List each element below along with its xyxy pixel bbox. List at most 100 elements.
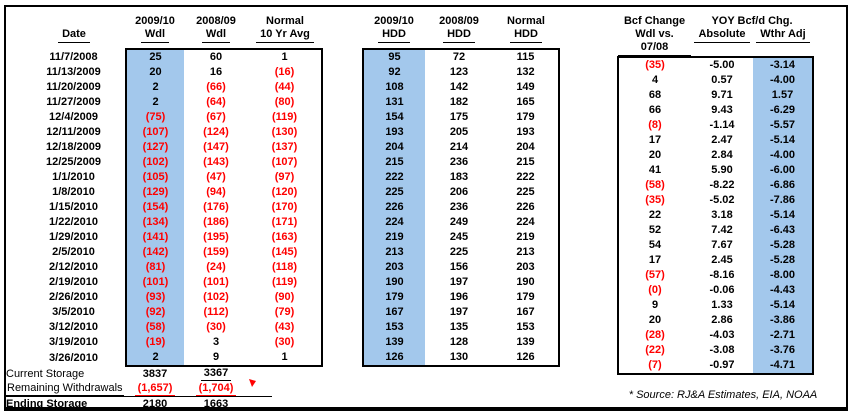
column-header-hdd-0910: HDD: [363, 28, 425, 49]
table-row: 108 142 149: [362, 80, 560, 95]
yoy-wthr-adj-cell: -5.14: [753, 298, 814, 313]
table-row: 12/18/2009 (127) (147) (137): [22, 140, 323, 155]
wdl-0910-cell: (129): [125, 185, 184, 200]
yoy-wthr-adj-cell: -5.14: [753, 133, 814, 148]
bcf-change-cell: 20: [617, 148, 691, 163]
table-row: (8) -1.14 -5.57: [617, 118, 814, 133]
wdl-0809-cell: (64): [206, 96, 226, 108]
yoy-wthr-adj-cell: -3.86: [753, 313, 814, 328]
column-header-wdl-vs-0708: Wdl vs. 07/08: [618, 28, 691, 57]
hdd-normal-cell: 224: [493, 215, 560, 230]
row-label: Ending Storage: [6, 398, 88, 410]
bcf-change-cell: (22): [617, 343, 691, 358]
yoy-wthr-adj-cell: -6.29: [753, 103, 814, 118]
wdl-0809-cell: (176): [203, 201, 229, 213]
date-cell: 11/20/2009: [46, 81, 101, 93]
bcf-change-cell: (28): [617, 328, 691, 343]
wdl-0809-cell: (186): [203, 216, 229, 228]
table-row: 2/5/2010 (142) (159) (145): [22, 245, 323, 260]
yoy-absolute-cell: 7.67: [711, 239, 733, 251]
wdl-normal-cell: (130): [248, 125, 323, 140]
hdd-0809-cell: 245: [449, 231, 469, 243]
yoy-absolute-cell: 2.86: [711, 314, 733, 326]
bcf-change-cell: 22: [617, 208, 691, 223]
column-header: Normal: [493, 12, 559, 28]
report-frame: [4, 5, 848, 411]
hdd-normal-cell: 149: [493, 80, 560, 95]
remaining-withdrawals-0910: (1,657): [126, 381, 184, 397]
table-row: 66 9.43 -6.29: [617, 103, 814, 118]
hdd-0910-cell: 193: [362, 125, 425, 140]
table-row: 3/19/2010 (19) 3 (30): [22, 335, 323, 350]
hdd-0910-cell: 95: [362, 48, 425, 65]
wdl-0809-cell: (195): [203, 231, 229, 243]
wdl-0910-cell: (92): [125, 305, 184, 320]
table-row: 12/11/2009 (107) (124) (130): [22, 125, 323, 140]
table-row: 4 0.57 -4.00: [617, 73, 814, 88]
hdd-0910-cell: 153: [362, 320, 425, 335]
wdl-normal-cell: (119): [248, 275, 323, 290]
date-cell: 12/4/2009: [49, 111, 98, 123]
yoy-wthr-adj-cell: -6.86: [753, 178, 814, 193]
bcf-change-table: Bcf Change YOY Bcf/d Chg. Wdl vs. 07/08 …: [617, 12, 814, 375]
withdrawals-header-row-bottom: Date Wdl Wdl 10 Yr Avg: [22, 28, 322, 49]
yoy-wthr-adj-cell: -6.00: [753, 163, 814, 178]
table-row: 226 236 226: [362, 200, 560, 215]
bcf-change-cell: 17: [617, 253, 691, 268]
wdl-normal-cell: (163): [248, 230, 323, 245]
date-cell: 1/1/2010: [52, 171, 95, 183]
hdd-normal-cell: 126: [493, 350, 560, 367]
table-row: 1/8/2010 (129) (94) (120): [22, 185, 323, 200]
wdl-0910-cell: (58): [125, 320, 184, 335]
hdd-0910-cell: 154: [362, 110, 425, 125]
source-note: * Source: RJ&A Estimates, EIA, NOAA: [600, 389, 846, 401]
column-header: [22, 12, 126, 28]
yoy-absolute-cell: -5.00: [691, 56, 753, 73]
wdl-0910-cell: 20: [125, 65, 184, 80]
wdl-normal-cell: (137): [248, 140, 323, 155]
column-header-normal-avg: 10 Yr Avg: [248, 28, 322, 49]
table-row: (0) -0.06 -4.43: [617, 283, 814, 298]
yoy-wthr-adj-cell: -5.28: [753, 238, 814, 253]
bcf-change-cell: 20: [617, 313, 691, 328]
table-row: 17 2.47 -5.14: [617, 133, 814, 148]
wdl-0910-cell: (81): [125, 260, 184, 275]
wdl-normal-cell: (16): [248, 65, 323, 80]
hdd-0809-cell: 206: [449, 186, 469, 198]
table-row: 1/22/2010 (134) (186) (171): [22, 215, 323, 230]
table-row: 179 196 179: [362, 290, 560, 305]
current-storage-label: Current Storage: [6, 366, 126, 381]
bcf-change-cell: (35): [617, 56, 691, 73]
wdl-0809-cell: 60: [184, 48, 248, 65]
hdd-0809-cell: 156: [449, 261, 469, 273]
table-row: 11/13/2009 20 16 (16): [22, 65, 323, 80]
yoy-absolute-cell: 7.42: [711, 224, 733, 236]
hdd-header-row-bottom: HDD HDD HDD: [363, 28, 559, 49]
table-row: 52 7.42 -6.43: [617, 223, 814, 238]
table-row: 95 72 115: [362, 48, 560, 65]
hdd-0910-cell: 203: [362, 260, 425, 275]
table-row: 204 214 204: [362, 140, 560, 155]
wdl-0910-cell: 2: [125, 80, 184, 95]
column-header-absolute: Absolute: [691, 28, 753, 57]
table-row: 3/5/2010 (92) (112) (79): [22, 305, 323, 320]
date-cell: 12/11/2009: [46, 126, 101, 138]
hdd-normal-cell: 204: [493, 140, 560, 155]
hdd-normal-cell: 153: [493, 320, 560, 335]
header-label: 2008/09: [196, 15, 236, 27]
hdd-0809-cell: 197: [449, 276, 469, 288]
yoy-wthr-adj-cell: -3.76: [753, 343, 814, 358]
row-label: Current Storage: [6, 367, 85, 380]
storage-summary: Current Storage 3837 3367 Remaining With…: [6, 366, 272, 411]
current-storage-row: Current Storage 3837 3367: [6, 366, 272, 381]
hdd-0809-cell: 142: [449, 81, 469, 93]
header-label: Wdl: [201, 28, 231, 43]
wdl-normal-cell: (171): [248, 215, 323, 230]
table-row: 1/15/2010 (154) (176) (170): [22, 200, 323, 215]
yoy-wthr-adj-cell: -6.43: [753, 223, 814, 238]
yoy-wthr-adj-cell: -5.57: [753, 118, 814, 133]
yoy-absolute-cell: -8.16: [709, 269, 735, 281]
hdd-normal-cell: 222: [493, 170, 560, 185]
header-label: HDD: [378, 28, 410, 43]
hdd-0910-cell: 126: [362, 350, 425, 367]
